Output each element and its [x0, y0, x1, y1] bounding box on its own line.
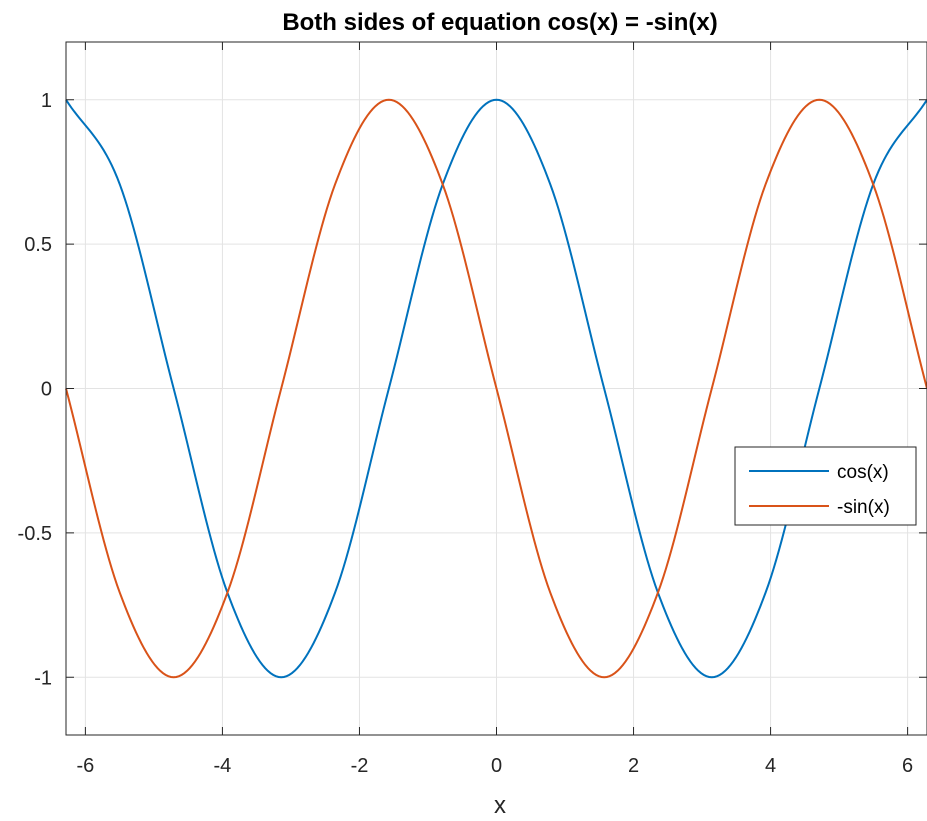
x-tick-label: 6	[902, 755, 913, 777]
grid-lines	[66, 42, 927, 735]
legend-label: cos(x)	[837, 462, 889, 483]
y-tick-label: 0.5	[24, 234, 52, 256]
legend-box	[734, 446, 917, 526]
x-axis-label: x	[494, 792, 506, 816]
series-lines	[65, 98, 927, 679]
axes	[65, 41, 927, 736]
series-line-cos	[65, 98, 927, 679]
x-tick-label: 0	[491, 755, 502, 777]
x-tick-label: -6	[76, 755, 94, 777]
x-tick-label: 2	[628, 755, 639, 777]
y-tick-label: 0	[41, 379, 52, 401]
x-tick-label: -4	[214, 755, 232, 777]
y-tick-label: -1	[34, 667, 52, 689]
chart-title: Both sides of equation cos(x) = -sin(x)	[282, 9, 717, 36]
y-tick-label: -0.5	[18, 523, 52, 545]
legend: cos(x) -sin(x)	[734, 446, 917, 526]
y-tick-label: 1	[41, 90, 52, 112]
x-tick-label: 4	[765, 755, 776, 777]
series-line-neg-sin	[65, 98, 927, 679]
legend-label: -sin(x)	[837, 497, 890, 518]
x-tick-label: -2	[351, 755, 369, 777]
tick-labels: -6 -4 -2 0 2 4 6 -1 -0.5 0 0.5 1	[18, 90, 914, 777]
